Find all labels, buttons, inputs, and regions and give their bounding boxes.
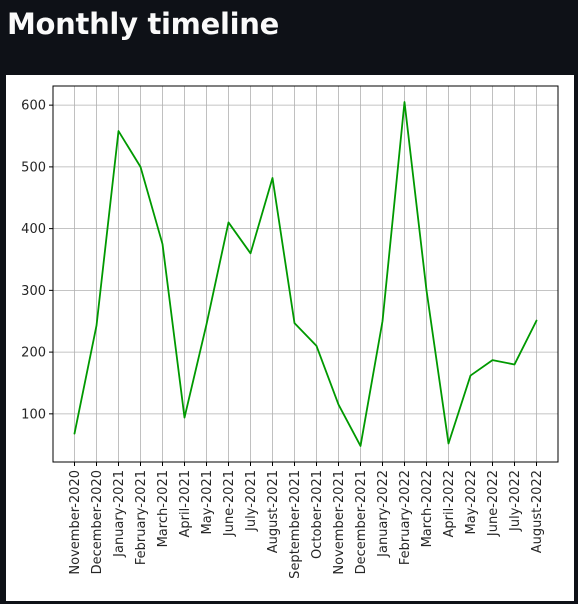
x-tick-label: January-2021 (112, 470, 127, 558)
line-chart: 100 200 300 400 500 600 November-2020 December-… (21, 85, 559, 579)
x-tick-label: November-2021 (332, 470, 347, 575)
x-tick-label: May-2022 (464, 470, 479, 534)
series-line (73, 101, 538, 447)
x-tick-label: February-2022 (398, 470, 413, 565)
chart-axes (49, 85, 559, 466)
x-tick-label: June-2021 (222, 470, 237, 537)
x-tick-label: December-2021 (354, 470, 369, 574)
x-tick-label: July-2021 (244, 470, 259, 532)
y-tick-label: 100 (21, 407, 46, 422)
x-tick-label: April-2022 (442, 470, 457, 538)
x-tick-label: December-2020 (90, 470, 105, 574)
y-tick-label: 500 (21, 160, 46, 175)
chart-card: 100 200 300 400 500 600 November-2020 December-… (6, 75, 574, 601)
page-title: Monthly timeline (7, 7, 279, 41)
x-tick-label: August-2021 (266, 470, 281, 553)
x-tick-label: March-2022 (420, 470, 435, 547)
y-tick-label: 600 (21, 99, 46, 114)
chart-tick-labels: 100 200 300 400 500 600 November-2020 December-… (21, 99, 545, 579)
y-tick-label: 400 (21, 222, 46, 237)
x-tick-label: July-2022 (508, 470, 523, 532)
y-tick-label: 200 (21, 346, 46, 361)
chart-series (73, 101, 538, 447)
x-tick-label: June-2022 (486, 470, 501, 537)
x-tick-label: February-2021 (134, 470, 149, 565)
x-tick-label: March-2021 (156, 470, 171, 547)
plot-frame (52, 85, 559, 463)
x-tick-label: January-2022 (376, 470, 391, 558)
x-tick-label: August-2022 (530, 470, 545, 553)
x-tick-label: November-2020 (68, 470, 83, 575)
x-tick-label: May-2021 (200, 470, 215, 534)
x-tick-label: April-2021 (178, 470, 193, 538)
chart-grid (53, 86, 558, 462)
y-tick-label: 300 (21, 284, 46, 299)
x-tick-label: October-2021 (310, 470, 325, 559)
x-tick-label: September-2021 (288, 470, 303, 579)
